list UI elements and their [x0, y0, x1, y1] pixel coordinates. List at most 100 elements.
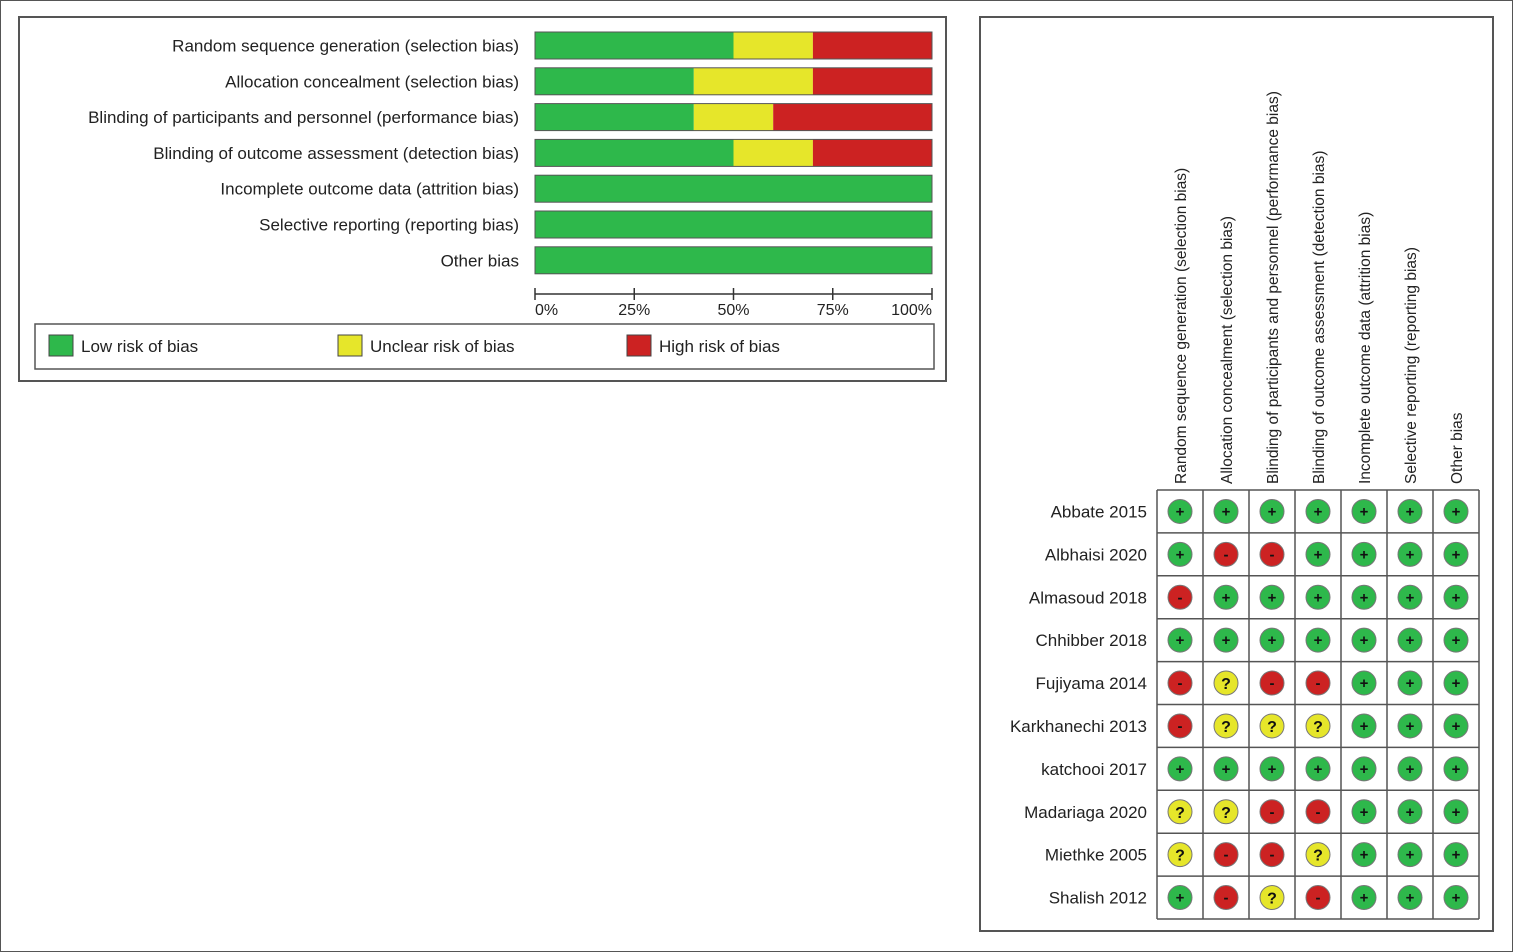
- legend-label: Unclear risk of bias: [370, 337, 515, 356]
- risk-symbol: +: [1452, 718, 1461, 735]
- risk-symbol: -: [1224, 546, 1229, 563]
- category-label: Other bias: [441, 251, 519, 270]
- high-risk-marker: [1167, 584, 1193, 610]
- column-header: Selective reporting (reporting bias): [1403, 247, 1420, 484]
- risk-symbol: +: [1176, 890, 1185, 907]
- risk-symbol: +: [1222, 761, 1231, 778]
- risk-symbol: +: [1406, 632, 1415, 649]
- low-risk-marker: [1397, 713, 1423, 739]
- x-tick-label: 50%: [717, 302, 749, 319]
- risk-symbol: -: [1270, 675, 1275, 692]
- risk-symbol: +: [1222, 503, 1231, 520]
- risk-symbol: ?: [1313, 848, 1323, 865]
- study-label: katchooi 2017: [1041, 760, 1147, 779]
- legend-box: [34, 323, 935, 370]
- study-label: Madariaga 2020: [1024, 803, 1147, 822]
- high-risk-marker: [1259, 670, 1285, 696]
- risk-symbol: +: [1360, 718, 1369, 735]
- risk-symbol: +: [1452, 503, 1461, 520]
- bar-segment: [535, 67, 694, 95]
- high-risk-marker: [1259, 842, 1285, 868]
- high-risk-marker: [1167, 713, 1193, 739]
- risk-symbol: ?: [1221, 676, 1231, 693]
- high-risk-marker: [1213, 842, 1239, 868]
- risk-symbol: -: [1224, 847, 1229, 864]
- risk-symbol: +: [1360, 546, 1369, 563]
- study-label: Albhaisi 2020: [1045, 545, 1147, 564]
- column-header: Other bias: [1449, 412, 1466, 484]
- low-risk-marker: [1397, 756, 1423, 782]
- low-risk-marker: [1351, 584, 1377, 610]
- column-header: Blinding of outcome assessment (detectio…: [1311, 151, 1328, 484]
- study-label: Fujiyama 2014: [1035, 674, 1147, 693]
- bar-segment: [535, 211, 932, 238]
- high-risk-marker: [1305, 799, 1331, 825]
- risk-symbol: +: [1406, 503, 1415, 520]
- x-tick-label: 75%: [817, 302, 849, 319]
- risk-symbol: +: [1406, 546, 1415, 563]
- high-risk-marker: [1305, 670, 1331, 696]
- low-risk-marker: [1397, 627, 1423, 653]
- low-risk-marker: [1305, 498, 1331, 524]
- bar-segment: [733, 32, 813, 59]
- low-risk-marker: [1397, 799, 1423, 825]
- study-label: Almasoud 2018: [1029, 588, 1147, 607]
- category-label: Blinding of outcome assessment (detectio…: [153, 144, 519, 163]
- legend-label: Low risk of bias: [81, 337, 198, 356]
- category-label: Incomplete outcome data (attrition bias): [220, 180, 519, 199]
- risk-symbol: +: [1360, 890, 1369, 907]
- risk-symbol: -: [1270, 847, 1275, 864]
- low-risk-marker: [1443, 713, 1469, 739]
- risk-symbol: +: [1222, 632, 1231, 649]
- risk-symbol: +: [1314, 632, 1323, 649]
- unclear-risk-marker: [1259, 713, 1285, 739]
- low-risk-marker: [1351, 713, 1377, 739]
- risk-symbol: +: [1360, 632, 1369, 649]
- bar-segment: [535, 139, 734, 167]
- risk-symbol: +: [1452, 632, 1461, 649]
- low-risk-marker: [1259, 498, 1285, 524]
- low-risk-marker: [1397, 670, 1423, 696]
- bar-outline: [534, 67, 933, 96]
- column-header: Incomplete outcome data (attrition bias): [1357, 212, 1374, 484]
- column-header: Random sequence generation (selection bi…: [1173, 168, 1190, 484]
- risk-of-bias-graph-panel: Random sequence generation (selection bi…: [18, 16, 947, 382]
- low-risk-marker: [1397, 541, 1423, 567]
- risk-symbol: +: [1314, 761, 1323, 778]
- risk-symbol: +: [1452, 804, 1461, 821]
- low-risk-marker: [1259, 584, 1285, 610]
- risk-symbol: +: [1452, 761, 1461, 778]
- bar-segment: [812, 32, 932, 59]
- low-risk-marker: [1167, 885, 1193, 911]
- unclear-risk-marker: [1167, 799, 1193, 825]
- risk-symbol: ?: [1313, 719, 1323, 736]
- low-risk-marker: [1443, 799, 1469, 825]
- low-risk-marker: [1167, 498, 1193, 524]
- risk-symbol: +: [1314, 589, 1323, 606]
- risk-symbol: +: [1314, 546, 1323, 563]
- low-risk-marker: [1213, 756, 1239, 782]
- risk-symbol: +: [1406, 761, 1415, 778]
- unclear-risk-marker: [1305, 842, 1331, 868]
- low-risk-marker: [1305, 627, 1331, 653]
- legend-label: High risk of bias: [659, 337, 780, 356]
- risk-symbol: +: [1452, 675, 1461, 692]
- unclear-risk-marker: [1167, 842, 1193, 868]
- risk-symbol: +: [1406, 718, 1415, 735]
- risk-symbol: +: [1360, 761, 1369, 778]
- low-risk-marker: [1397, 885, 1423, 911]
- risk-symbol: +: [1176, 632, 1185, 649]
- low-risk-marker: [1213, 627, 1239, 653]
- column-header: Blinding of participants and personnel (…: [1265, 91, 1282, 484]
- risk-symbol: +: [1360, 589, 1369, 606]
- risk-of-bias-summary-panel: Random sequence generation (selection bi…: [979, 16, 1494, 932]
- risk-symbol: +: [1176, 503, 1185, 520]
- category-label: Random sequence generation (selection bi…: [172, 37, 519, 56]
- x-tick-label: 100%: [891, 302, 932, 319]
- high-risk-marker: [1213, 541, 1239, 567]
- high-risk-marker: [1305, 885, 1331, 911]
- low-risk-marker: [1397, 498, 1423, 524]
- risk-symbol: +: [1176, 761, 1185, 778]
- bar-outline: [534, 174, 933, 203]
- low-risk-marker: [1351, 670, 1377, 696]
